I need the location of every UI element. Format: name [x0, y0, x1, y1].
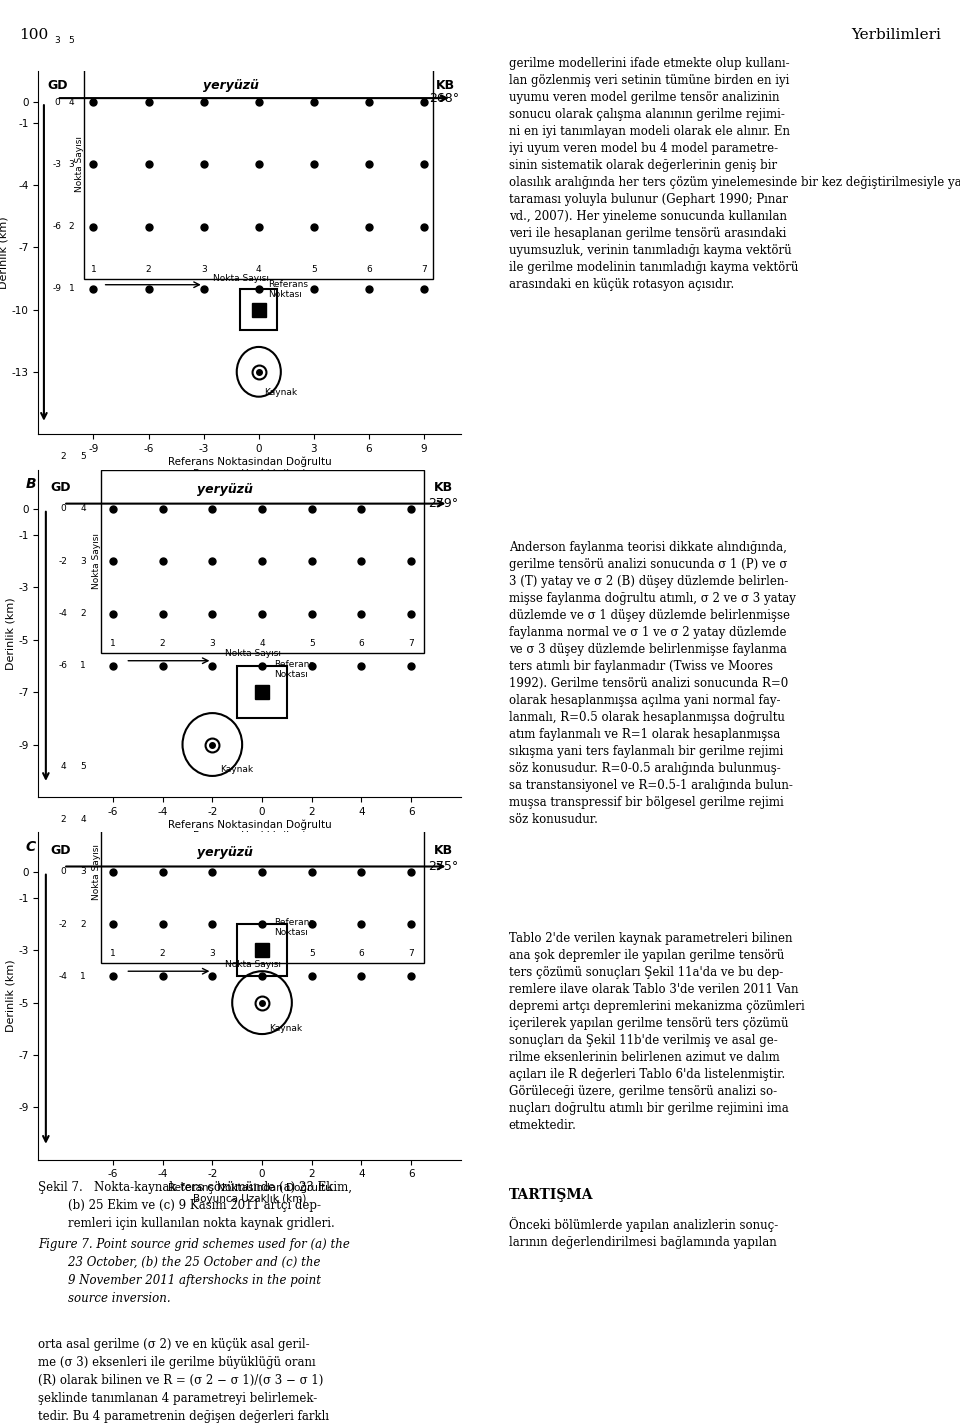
Text: Önceki bölümlerde yapılan analizlerin sonuç-
larının değerlendirilmesi bağlamınd: Önceki bölümlerde yapılan analizlerin so…	[509, 1217, 778, 1248]
Text: 2: 2	[159, 639, 165, 647]
Text: 275°: 275°	[428, 859, 458, 872]
Text: 2: 2	[146, 265, 152, 275]
Text: TARTIŞMA: TARTIŞMA	[509, 1188, 593, 1202]
Y-axis label: Derinlik (km): Derinlik (km)	[0, 216, 9, 289]
Text: 5: 5	[309, 949, 315, 958]
Text: KB: KB	[436, 80, 455, 92]
Text: gerilme modellerini ifade etmekte olup kullanı-
lan gözlenmiş veri setinin tümün: gerilme modellerini ifade etmekte olup k…	[509, 57, 960, 290]
Text: 7: 7	[421, 265, 427, 275]
Bar	[237, 924, 287, 976]
Text: 4: 4	[60, 763, 66, 771]
Text: 4: 4	[256, 265, 261, 275]
Text: 4: 4	[81, 815, 86, 824]
Bar	[101, 470, 423, 653]
Text: Tablo 2'de verilen kaynak parametreleri bilinen
ana şok depremler ile yapılan ge: Tablo 2'de verilen kaynak parametreleri …	[509, 932, 804, 1133]
Text: 3: 3	[81, 867, 86, 877]
Text: C: C	[26, 841, 36, 854]
Text: 4: 4	[81, 504, 86, 514]
Bar	[237, 666, 287, 719]
Text: 2: 2	[60, 815, 66, 824]
Text: GD: GD	[48, 80, 68, 92]
Text: -2: -2	[59, 919, 68, 929]
Text: -6: -6	[52, 222, 61, 231]
X-axis label: Referans Noktasindan Doğrultu
Boyunca Uzaklık (km): Referans Noktasindan Doğrultu Boyunca Uz…	[168, 820, 331, 841]
Text: 3: 3	[54, 36, 60, 44]
Text: B: B	[26, 478, 36, 491]
Text: 1: 1	[81, 662, 86, 670]
Text: 5: 5	[309, 639, 315, 647]
Text: -4: -4	[59, 972, 68, 980]
Text: Nokta Sayısı: Nokta Sayısı	[75, 137, 84, 192]
Text: Yerbilimleri: Yerbilimleri	[851, 28, 941, 43]
Text: 7: 7	[408, 949, 414, 958]
X-axis label: Referans Noktasindan Doğrultu
Boyunca Uzaklık (km): Referans Noktasindan Doğrultu Boyunca Uz…	[168, 457, 331, 478]
Text: 4: 4	[259, 949, 265, 958]
Text: 279°: 279°	[428, 497, 458, 509]
Text: 5: 5	[311, 265, 317, 275]
Y-axis label: Derinlik (km): Derinlik (km)	[6, 959, 15, 1033]
Text: yeryüzü: yeryüzü	[197, 482, 252, 495]
Text: 2: 2	[60, 453, 66, 461]
Text: 2: 2	[81, 609, 86, 618]
Text: -2: -2	[59, 556, 68, 566]
Text: 1: 1	[68, 285, 74, 293]
Text: 4: 4	[69, 98, 74, 107]
Text: Nokta Sayısı: Nokta Sayısı	[91, 534, 101, 589]
Text: 0: 0	[54, 98, 60, 107]
Text: Nokta Sayısı: Nokta Sayısı	[225, 959, 280, 969]
Text: 3: 3	[201, 265, 206, 275]
Text: 100: 100	[19, 28, 48, 43]
Text: GD: GD	[51, 481, 71, 494]
Text: Şekil 7.   Nokta-kaynak ters çözümünde (a) 23 Ekim,
        (b) 25 Ekim ve (c) 9: Şekil 7. Nokta-kaynak ters çözümünde (a)…	[38, 1181, 352, 1229]
Text: KB: KB	[434, 844, 453, 857]
Text: 0: 0	[60, 867, 66, 877]
Text: Nokta Sayısı: Nokta Sayısı	[213, 273, 269, 283]
Text: 5: 5	[81, 453, 86, 461]
Text: 3: 3	[81, 556, 86, 566]
Text: 2: 2	[159, 949, 165, 958]
Text: 0: 0	[60, 504, 66, 514]
Text: 1: 1	[110, 639, 116, 647]
Text: Kaynak: Kaynak	[270, 1023, 302, 1033]
Text: 2: 2	[69, 222, 74, 231]
Text: 6: 6	[358, 949, 364, 958]
Text: 1: 1	[81, 972, 86, 980]
Bar	[101, 780, 423, 963]
Text: Nokta Sayısı: Nokta Sayısı	[225, 649, 280, 657]
Text: 3: 3	[209, 949, 215, 958]
Text: 1: 1	[90, 265, 96, 275]
Y-axis label: Derinlik (km): Derinlik (km)	[6, 596, 15, 670]
Text: 3: 3	[209, 639, 215, 647]
Text: -4: -4	[59, 609, 68, 618]
X-axis label: Referans Noktasindan Doğrultu
Boyunca Uzaklık (km): Referans Noktasindan Doğrultu Boyunca Uz…	[168, 1183, 331, 1204]
Bar	[84, 50, 433, 279]
Text: 4: 4	[259, 639, 265, 647]
Text: 6: 6	[366, 265, 372, 275]
Text: 5: 5	[68, 36, 74, 44]
Text: Nokta Sayısı: Nokta Sayısı	[91, 844, 101, 899]
Text: Referans
Noktası: Referans Noktası	[268, 280, 308, 299]
Text: Anderson faylanma teorisi dikkate alındığında,
gerilme tensörü analizi sonucunda: Anderson faylanma teorisi dikkate alındı…	[509, 541, 796, 825]
Text: Referans
Noktası: Referans Noktası	[275, 660, 315, 679]
Text: yeryüzü: yeryüzü	[197, 845, 252, 858]
Text: 6: 6	[358, 639, 364, 647]
Text: 5: 5	[81, 763, 86, 771]
Text: 3: 3	[68, 159, 74, 169]
Text: 7: 7	[408, 639, 414, 647]
Text: Kaynak: Kaynak	[220, 766, 252, 774]
Bar	[240, 289, 277, 330]
Text: -6: -6	[59, 662, 68, 670]
Text: -3: -3	[52, 159, 61, 169]
Text: GD: GD	[51, 844, 71, 857]
Text: 268°: 268°	[429, 91, 459, 105]
Text: Referans
Noktası: Referans Noktası	[275, 918, 315, 938]
Text: 1: 1	[110, 949, 116, 958]
Text: KB: KB	[434, 481, 453, 494]
Text: 2: 2	[81, 919, 86, 929]
Text: Figure 7. Point source grid schemes used for (a) the
        23 October, (b) the: Figure 7. Point source grid schemes used…	[38, 1238, 350, 1305]
Text: yeryüzü: yeryüzü	[204, 78, 259, 92]
Text: Kaynak: Kaynak	[264, 388, 298, 397]
Text: orta asal gerilme (σ 2) ve en küçük asal geril-
me (σ 3) eksenleri ile gerilme b: orta asal gerilme (σ 2) ve en küçük asal…	[38, 1338, 329, 1423]
Text: -9: -9	[52, 285, 61, 293]
